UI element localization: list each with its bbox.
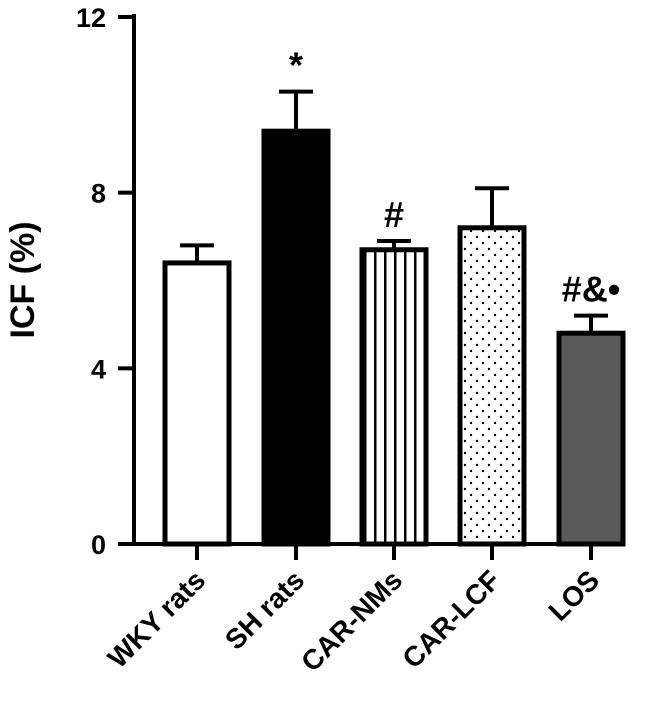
category-label: SH rats <box>219 564 310 655</box>
category-label: WKY rats <box>102 564 212 674</box>
bars: * # #&• <box>162 45 626 547</box>
significance-annotation: * <box>289 45 303 86</box>
y-tick-label: 4 <box>91 354 106 384</box>
y-tick-label: 12 <box>76 3 106 33</box>
y-tick-label: 8 <box>91 179 106 209</box>
significance-annotation: # <box>384 194 404 235</box>
bar-car-nms <box>359 247 429 547</box>
y-tick-label: 0 <box>91 530 106 560</box>
bar-car-lcf <box>457 225 527 547</box>
bar-los <box>556 330 626 547</box>
category-label: CAR-NMs <box>295 564 408 677</box>
x-ticks <box>195 544 593 560</box>
category-label: CAR-LCF <box>396 564 506 674</box>
category-label: LOS <box>543 564 606 627</box>
y-axis-title: ICF (%) <box>4 221 42 338</box>
bar-sh-rats <box>261 128 331 547</box>
y-ticks: 0 4 8 12 <box>76 3 134 560</box>
significance-annotation: #&• <box>562 269 621 310</box>
bar-wky-rats <box>162 260 232 547</box>
